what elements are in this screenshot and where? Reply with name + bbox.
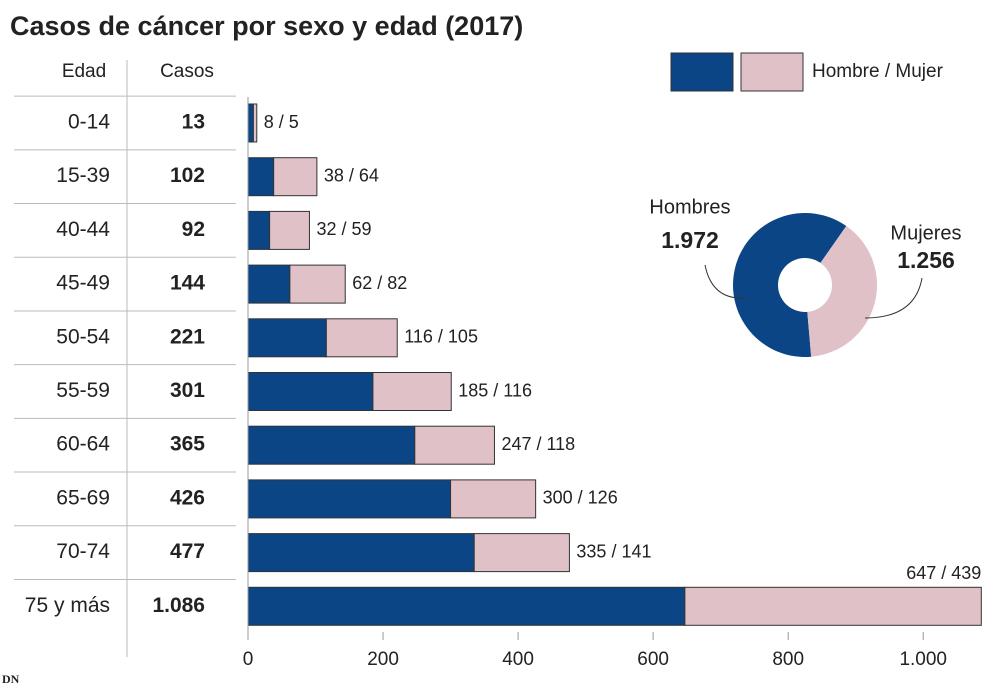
bar-segment [269, 210, 310, 250]
bar-segment [473, 533, 570, 573]
bar-segment [247, 479, 452, 519]
legend-label: Hombre / Mujer [812, 61, 944, 82]
total-label: 221 [170, 325, 205, 348]
total-label: 13 [182, 111, 205, 134]
bar-segment [247, 318, 327, 358]
bar-label: 32 / 59 [316, 219, 371, 239]
legend-swatch [740, 52, 804, 92]
x-tick-label: 0 [243, 649, 254, 670]
total-label: 144 [170, 272, 205, 295]
x-tick-label: 200 [367, 649, 399, 670]
category-label: 60-64 [56, 433, 110, 456]
bar-segment [684, 586, 982, 626]
bar-label: 300 / 126 [543, 488, 618, 508]
bar-label: 116 / 105 [404, 327, 478, 347]
x-tick-label: 600 [637, 649, 669, 670]
bar-segment [247, 264, 291, 304]
bar-segment [247, 372, 374, 411]
category-label: 50-54 [56, 325, 110, 348]
x-tick-label: 400 [502, 649, 534, 670]
bar-segment [289, 264, 346, 304]
total-label: 92 [182, 218, 205, 241]
category-label: 0-14 [68, 111, 110, 134]
donut-value: 1.972 [661, 227, 719, 253]
total-label: 477 [170, 540, 205, 563]
bar-segment [325, 318, 398, 358]
bar-label: 185 / 116 [458, 380, 532, 400]
total-label: 102 [170, 164, 205, 187]
leader-line [704, 264, 746, 299]
x-tick-label: 1.000 [899, 649, 947, 670]
table-header: Casos [160, 61, 214, 82]
total-label: 365 [170, 433, 205, 456]
bar-segment [247, 157, 275, 197]
bar-segment [252, 103, 258, 143]
bar-label: 38 / 64 [324, 165, 379, 185]
bar-segment [414, 425, 495, 465]
category-label: 65-69 [56, 486, 110, 509]
x-tick-label: 800 [772, 649, 804, 670]
legend-swatch [670, 52, 734, 92]
category-label: 40-44 [56, 218, 110, 241]
donut-slice [733, 212, 847, 357]
donut-value: 1.256 [897, 247, 955, 273]
leader-line [864, 277, 923, 319]
donut-slice [807, 226, 877, 357]
bar-segment [450, 479, 537, 519]
category-label: 45-49 [56, 272, 110, 295]
category-label: 70-74 [56, 540, 110, 563]
bar-label: 247 / 118 [501, 434, 575, 454]
category-label: 15-39 [56, 164, 110, 187]
donut-label: Mujeres [890, 222, 961, 244]
logo: DN [2, 672, 20, 686]
bar-segment [247, 586, 686, 626]
total-label: 426 [170, 486, 205, 509]
bar-segment [247, 103, 254, 143]
bar-segment [247, 533, 475, 573]
bar-segment [372, 372, 452, 411]
bar-segment [247, 425, 416, 465]
total-label: 301 [170, 379, 205, 402]
bar-label: 335 / 141 [576, 541, 651, 561]
bar-label: 647 / 439 [906, 563, 981, 583]
bar-segment [247, 210, 271, 250]
table-header: Edad [62, 61, 106, 82]
bar-segment [273, 157, 318, 197]
category-label: 55-59 [56, 379, 110, 402]
total-label: 1.086 [152, 594, 205, 617]
bar-label: 62 / 82 [352, 273, 407, 293]
chart-title: Casos de cáncer por sexo y edad (2017) [10, 11, 523, 41]
donut-label: Hombres [649, 196, 730, 218]
category-label: 75 y más [25, 594, 110, 617]
bar-label: 8 / 5 [264, 112, 299, 132]
